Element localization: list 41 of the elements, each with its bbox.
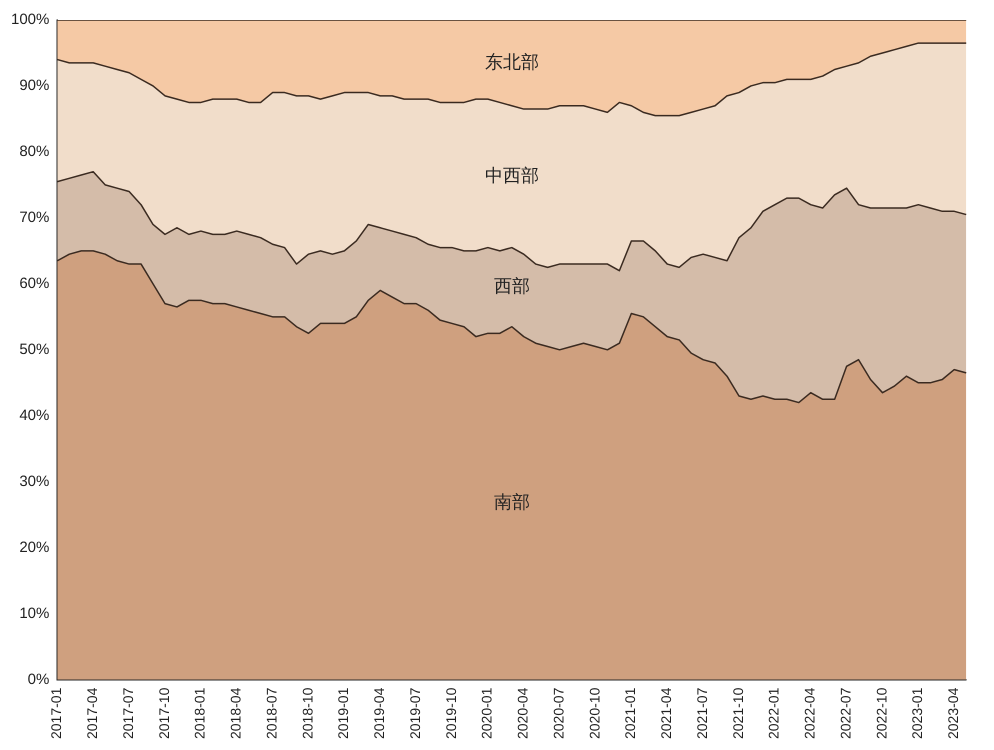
x-tick-label: 2021-07 bbox=[694, 687, 710, 740]
y-tick-label: 60% bbox=[19, 274, 50, 292]
x-tick-label: 2023-04 bbox=[945, 687, 962, 740]
y-tick-label: 80% bbox=[19, 143, 50, 160]
x-tick-label: 2019-10 bbox=[442, 687, 459, 740]
series-label: 南部 bbox=[494, 492, 530, 512]
x-tick-label: 2020-01 bbox=[478, 687, 495, 740]
x-tick-label: 2021-04 bbox=[658, 687, 674, 740]
x-tick-label: 2020-10 bbox=[586, 687, 602, 740]
y-tick-label: 70% bbox=[19, 209, 50, 226]
x-tick-label: 2021-10 bbox=[730, 687, 746, 740]
series-label: 东北部 bbox=[484, 52, 539, 72]
x-tick-label: 2019-07 bbox=[406, 687, 423, 740]
x-tick-label: 2018-10 bbox=[299, 687, 316, 740]
x-tick-label: 2022-10 bbox=[873, 687, 890, 740]
y-tick-label: 40% bbox=[19, 406, 50, 424]
y-tick-label: 0% bbox=[28, 670, 50, 688]
x-tick-label: 2017-04 bbox=[84, 687, 100, 740]
y-tick-label: 20% bbox=[19, 538, 50, 556]
x-tick-label: 2019-04 bbox=[371, 687, 388, 740]
y-tick-label: 10% bbox=[19, 604, 50, 622]
y-tick-label: 90% bbox=[19, 77, 50, 94]
y-tick-label: 50% bbox=[19, 340, 50, 358]
series-label: 西部 bbox=[494, 276, 530, 296]
y-tick-label: 100% bbox=[10, 11, 50, 28]
x-tick-label: 2021-01 bbox=[622, 687, 638, 740]
x-tick-label: 2018-04 bbox=[228, 687, 244, 740]
x-tick-label: 2017-10 bbox=[156, 687, 172, 740]
x-tick-label: 2020-04 bbox=[514, 687, 531, 740]
x-tick-label: 2018-01 bbox=[192, 687, 208, 740]
x-tick-label: 2020-07 bbox=[550, 687, 566, 740]
x-tick-label: 2019-01 bbox=[335, 687, 352, 740]
y-tick-label: 30% bbox=[19, 472, 50, 490]
x-tick-label: 2018-07 bbox=[263, 687, 280, 740]
series-label: 中西部 bbox=[484, 166, 539, 186]
x-tick-label: 2017-07 bbox=[120, 687, 136, 740]
x-tick-label: 2022-07 bbox=[837, 687, 854, 740]
x-tick-label: 2022-04 bbox=[802, 687, 818, 740]
x-tick-label: 2017-01 bbox=[48, 687, 64, 740]
x-tick-label: 2022-01 bbox=[766, 687, 782, 740]
x-tick-label: 2023-01 bbox=[909, 687, 926, 740]
